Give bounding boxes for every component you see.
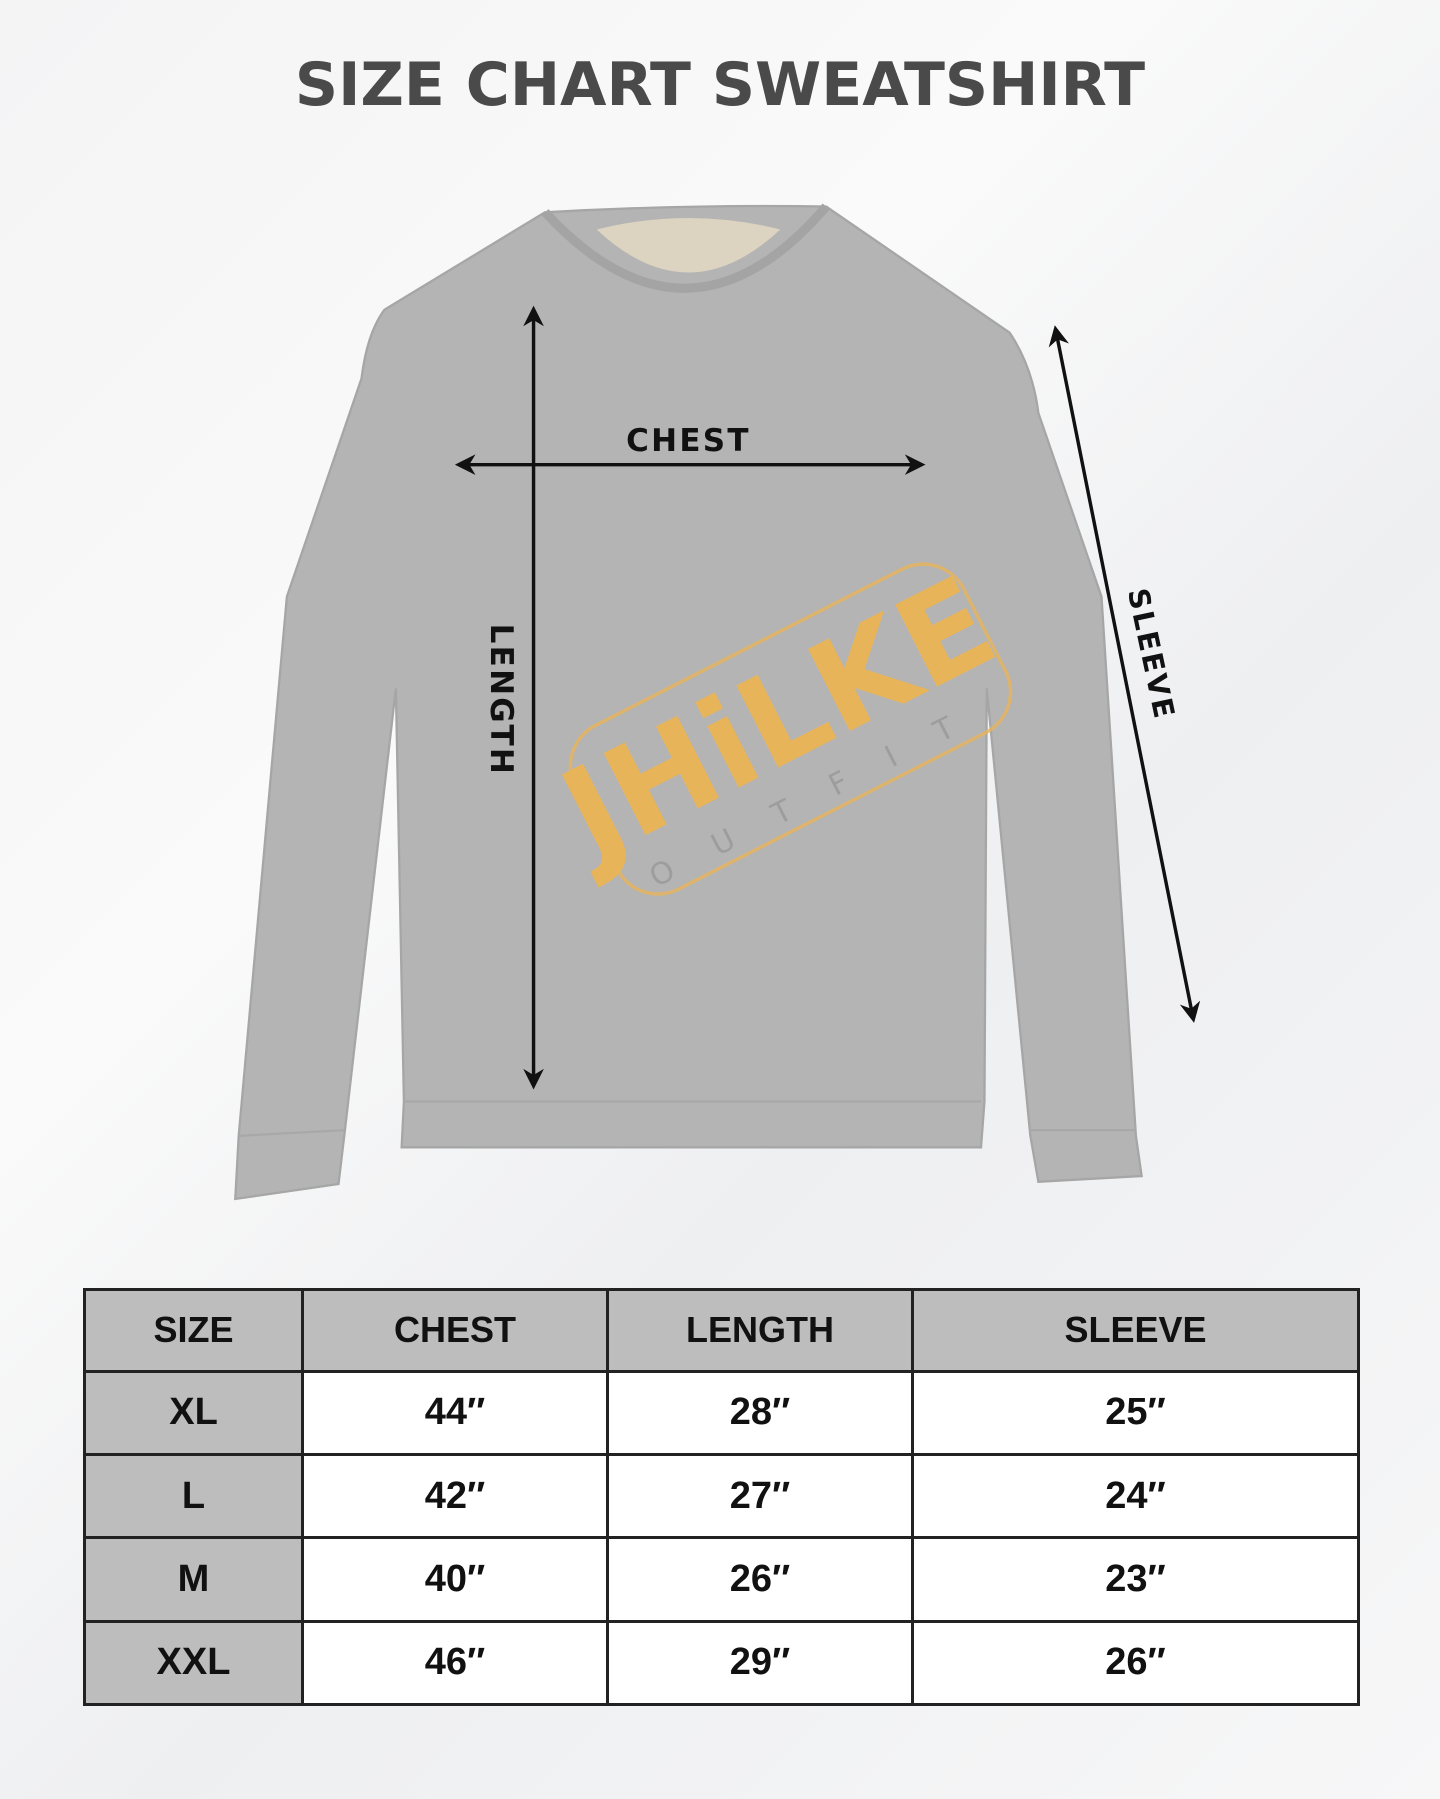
size-cell: M xyxy=(83,1536,304,1623)
sweatshirt-image xyxy=(234,203,1143,1201)
table-row: M 40″ 26″ 23″ xyxy=(83,1536,1360,1623)
length-cell: 27″ xyxy=(606,1452,914,1540)
length-label: LENGTH xyxy=(483,624,519,777)
sleeve-cell: 23″ xyxy=(911,1536,1360,1623)
size-cell: XL xyxy=(83,1369,304,1456)
table-row: XXL 46″ 29″ 26″ xyxy=(83,1619,1360,1707)
sleeve-cell: 24″ xyxy=(911,1452,1360,1540)
table-header-row: SIZE CHEST LENGTH SLEEVE xyxy=(83,1288,1360,1373)
size-table: SIZE CHEST LENGTH SLEEVE XL 44″ 28″ 25″ … xyxy=(83,1288,1360,1707)
table-row: L 42″ 27″ 24″ xyxy=(83,1452,1360,1540)
length-cell: 29″ xyxy=(606,1619,914,1707)
sleeve-arrow xyxy=(1048,325,1201,1023)
header-chest: CHEST xyxy=(301,1288,609,1373)
sleeve-cell: 25″ xyxy=(911,1369,1360,1456)
length-cell: 28″ xyxy=(606,1369,914,1456)
size-cell: XXL xyxy=(83,1619,304,1707)
header-length: LENGTH xyxy=(606,1288,914,1373)
table-row: XL 44″ 28″ 25″ xyxy=(83,1369,1360,1456)
header-sleeve: SLEEVE xyxy=(911,1288,1360,1373)
sleeve-cell: 26″ xyxy=(911,1619,1360,1707)
chest-cell: 42″ xyxy=(301,1452,609,1540)
chest-cell: 46″ xyxy=(301,1619,609,1707)
chest-cell: 40″ xyxy=(301,1536,609,1623)
chest-label: CHEST xyxy=(626,423,751,459)
page-title: SIZE CHART SWEATSHIRT xyxy=(294,50,1146,120)
header-size: SIZE xyxy=(83,1288,304,1373)
length-cell: 26″ xyxy=(606,1536,914,1623)
size-cell: L xyxy=(83,1452,304,1540)
chest-cell: 44″ xyxy=(301,1369,609,1456)
